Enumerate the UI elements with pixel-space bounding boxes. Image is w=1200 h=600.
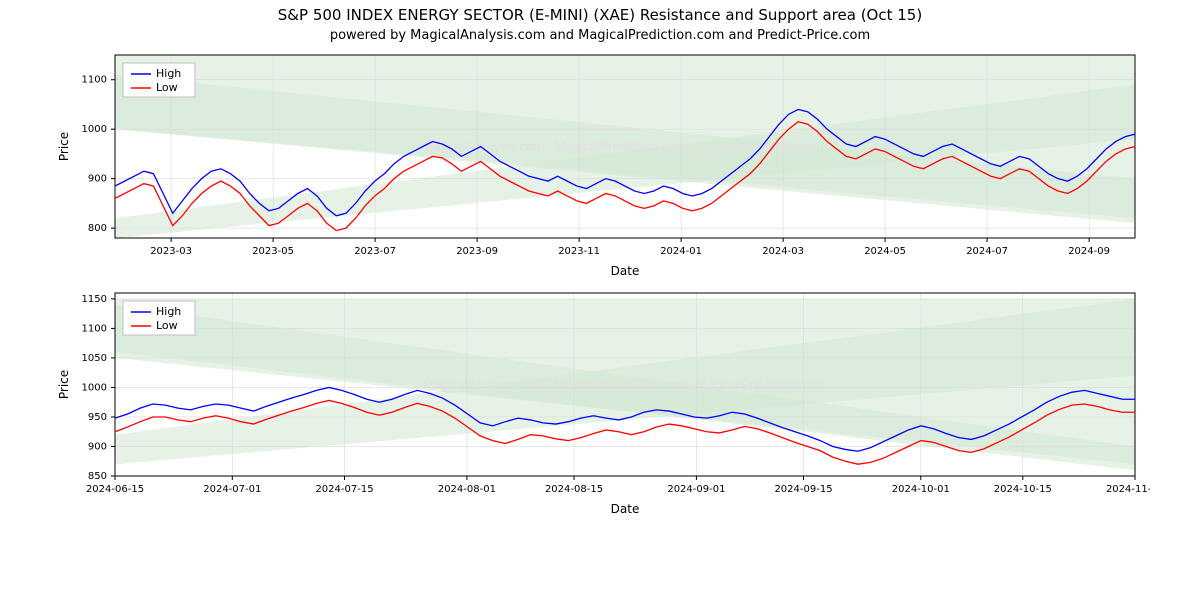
chart-title: S&P 500 INDEX ENERGY SECTOR (E-MINI) (XA…	[0, 6, 1200, 24]
svg-text:950: 950	[88, 412, 107, 423]
svg-text:Low: Low	[156, 319, 178, 332]
svg-text:2024-08-15: 2024-08-15	[545, 484, 603, 495]
svg-text:Price: Price	[57, 370, 71, 399]
svg-text:1000: 1000	[82, 382, 107, 393]
svg-text:Price: Price	[57, 132, 71, 161]
svg-text:1100: 1100	[82, 323, 107, 334]
svg-text:2024-03: 2024-03	[762, 246, 804, 257]
svg-text:1050: 1050	[82, 353, 107, 364]
chart-panel-2: MagicalAnalysis.com . MagicalPrediction.…	[50, 283, 1150, 521]
svg-text:2023-09: 2023-09	[456, 246, 498, 257]
svg-text:2024-08-01: 2024-08-01	[438, 484, 496, 495]
svg-text:1100: 1100	[82, 75, 107, 86]
svg-text:Low: Low	[156, 81, 178, 94]
chart-panel-1: MagicalAnalysis.com . MagicalPrediction.…	[50, 45, 1150, 283]
chart-svg-1: MagicalAnalysis.com . MagicalPrediction.…	[50, 45, 1150, 283]
svg-text:MagicalAnalysis.com . Magi: MagicalAnalysis.com . MagicalPrediction.…	[423, 377, 828, 392]
svg-text:2024-05: 2024-05	[864, 246, 906, 257]
svg-text:800: 800	[88, 223, 107, 234]
svg-text:1000: 1000	[82, 124, 107, 135]
svg-text:2024-07: 2024-07	[966, 246, 1008, 257]
svg-text:2024-10-01: 2024-10-01	[892, 484, 950, 495]
svg-text:900: 900	[88, 441, 107, 452]
svg-text:900: 900	[88, 174, 107, 185]
chart-subtitle: powered by MagicalAnalysis.com and Magic…	[0, 28, 1200, 43]
svg-text:2024-07-01: 2024-07-01	[203, 484, 261, 495]
svg-text:2024-09: 2024-09	[1068, 246, 1110, 257]
svg-text:2023-05: 2023-05	[252, 246, 294, 257]
svg-text:2023-03: 2023-03	[150, 246, 192, 257]
svg-text:2024-09-15: 2024-09-15	[774, 484, 832, 495]
svg-text:2024-11-01: 2024-11-01	[1106, 484, 1150, 495]
svg-text:2024-01: 2024-01	[660, 246, 702, 257]
svg-text:2024-06-15: 2024-06-15	[86, 484, 144, 495]
svg-text:2024-09-01: 2024-09-01	[667, 484, 725, 495]
svg-text:1150: 1150	[82, 294, 107, 305]
svg-text:2023-07: 2023-07	[354, 246, 396, 257]
svg-text:850: 850	[88, 471, 107, 482]
chart-svg-2: MagicalAnalysis.com . MagicalPrediction.…	[50, 283, 1150, 521]
svg-text:2024-10-15: 2024-10-15	[994, 484, 1052, 495]
svg-text:Date: Date	[611, 502, 640, 516]
svg-text:2024-07-15: 2024-07-15	[315, 484, 373, 495]
svg-text:High: High	[156, 67, 181, 80]
svg-text:Date: Date	[611, 264, 640, 278]
svg-text:High: High	[156, 305, 181, 318]
svg-text:2023-11: 2023-11	[558, 246, 600, 257]
